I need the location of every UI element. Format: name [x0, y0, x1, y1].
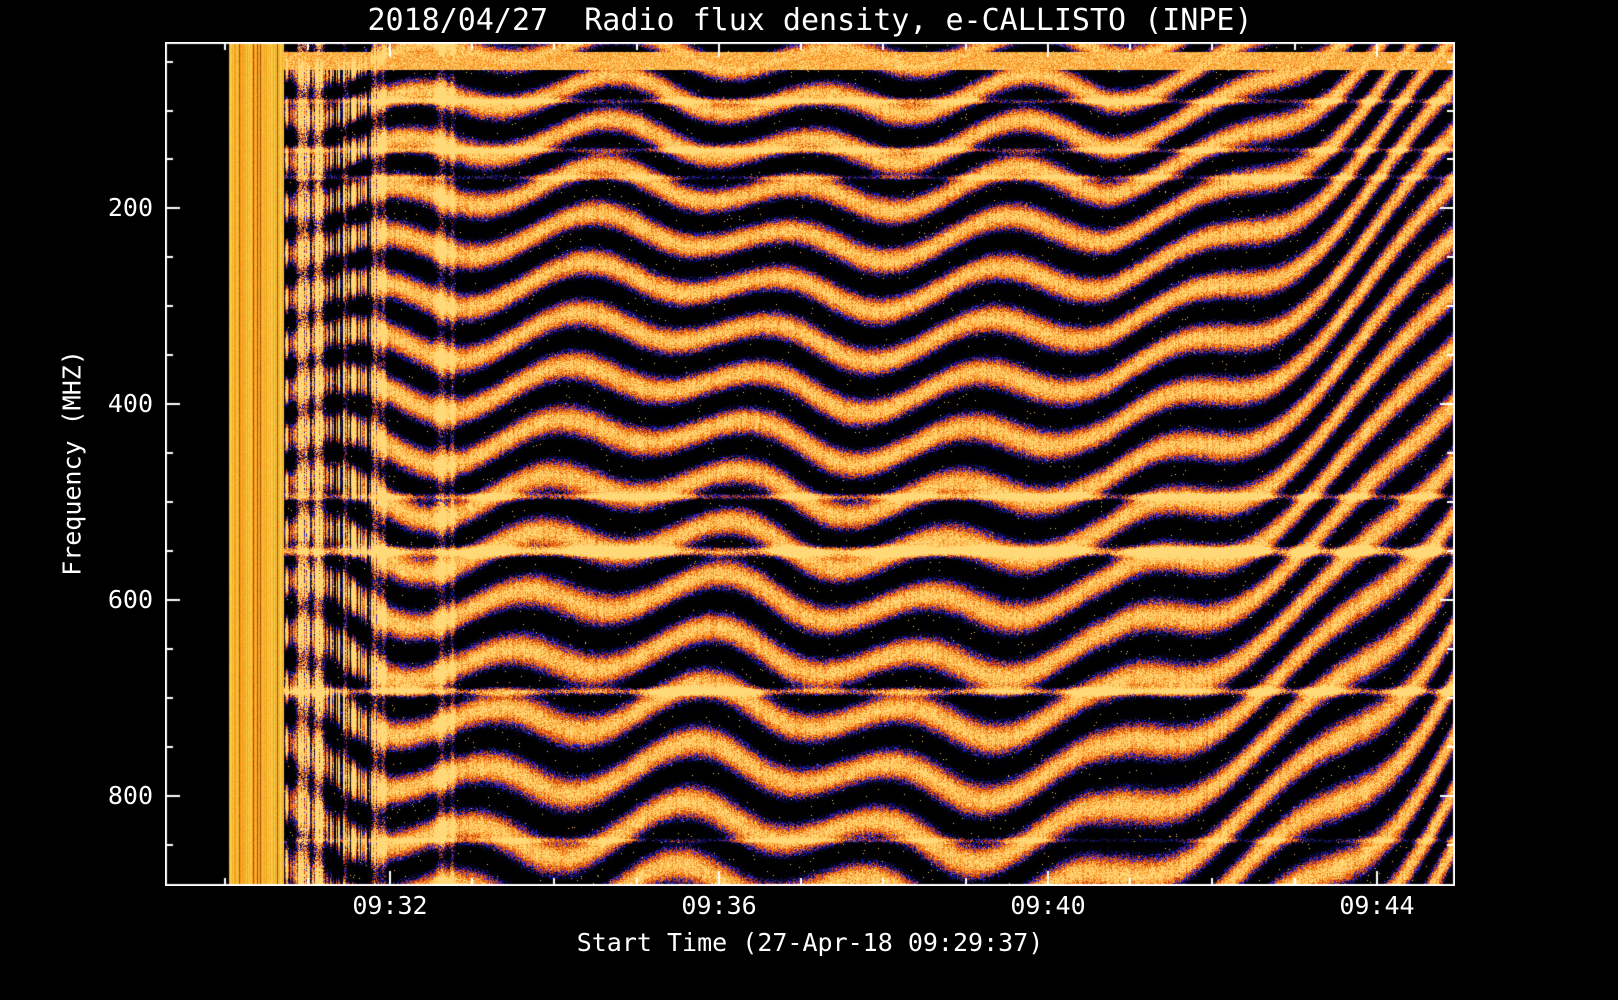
y-tick-label: 600 — [107, 585, 153, 615]
spectrogram-canvas — [165, 42, 1455, 886]
y-tick-label: 200 — [107, 193, 153, 223]
x-tick-label: 09:32 — [352, 891, 428, 920]
chart-title: 2018/04/27 Radio flux density, e-CALLIST… — [367, 3, 1253, 38]
y-tick-label: 800 — [107, 780, 153, 810]
x-tick-label: 09:40 — [1010, 891, 1086, 920]
x-axis-label: Start Time (27-Apr-18 09:29:37) — [576, 928, 1044, 957]
y-tick-label: 400 — [107, 389, 153, 419]
y-axis-label: Frequency (MHZ) — [57, 350, 87, 576]
x-tick-label: 09:36 — [681, 891, 757, 920]
x-tick-label: 09:44 — [1339, 891, 1415, 920]
